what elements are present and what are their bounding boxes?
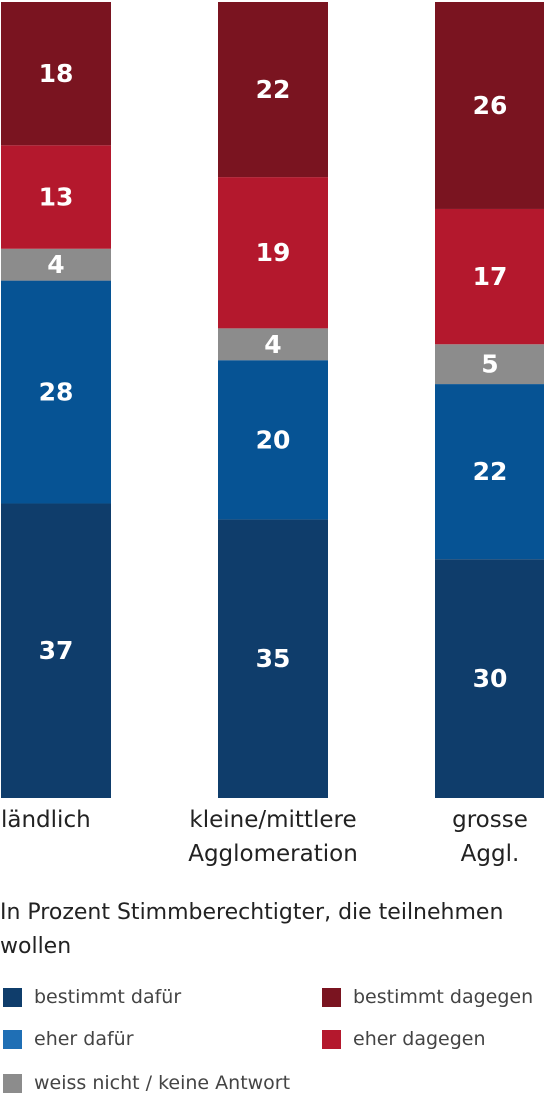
category-label: grosse xyxy=(452,807,528,833)
legend-swatch xyxy=(322,987,341,1007)
legend-item-weiss-nicht: weiss nicht / keine Antwort xyxy=(3,1068,290,1098)
category-label: ländlich xyxy=(1,807,91,833)
data-label: 18 xyxy=(39,59,74,88)
data-label: 28 xyxy=(39,378,74,407)
stacked-bar-chart: 37 28 4 13 18 ländlich 35 20 4 19 22 kleine/mittler… xyxy=(1,2,544,867)
category-label: Aggl. xyxy=(461,841,520,867)
bar-segment xyxy=(1,248,111,281)
bar-segment xyxy=(218,519,328,798)
data-label: 19 xyxy=(256,238,291,267)
legend-label: bestimmt dagegen xyxy=(353,986,534,1008)
bar-segment xyxy=(435,384,544,560)
legend-swatch xyxy=(3,1029,22,1049)
legend-item-eher-dafuer: eher dafür xyxy=(3,1024,134,1054)
data-label: 30 xyxy=(473,664,508,693)
bar-segment xyxy=(435,2,544,209)
bar-segment xyxy=(1,280,111,504)
data-label: 35 xyxy=(256,644,291,673)
bar-segment xyxy=(218,2,328,178)
bar-segment xyxy=(435,344,544,385)
legend-item-bestimmt-dafuer: bestimmt dafür xyxy=(3,982,181,1012)
bar-segment xyxy=(218,177,328,329)
bar-segment xyxy=(218,328,328,361)
bar-segment xyxy=(1,503,111,798)
legend-item-bestimmt-dagegen: bestimmt dagegen xyxy=(322,982,533,1012)
legend-item-eher-dagegen: eher dagegen xyxy=(322,1024,486,1054)
bar-segment xyxy=(1,145,111,249)
data-label: 5 xyxy=(481,350,498,379)
data-label: 26 xyxy=(473,91,508,120)
legend-label: bestimmt dafür xyxy=(34,986,182,1008)
category-label: Agglomeration xyxy=(188,841,358,867)
legend-swatch xyxy=(3,1073,22,1093)
data-label: 17 xyxy=(473,262,508,291)
legend-label: weiss nicht / keine Antwort xyxy=(34,1072,291,1094)
data-label: 4 xyxy=(264,330,281,359)
bar-segment xyxy=(435,559,544,798)
data-label: 20 xyxy=(256,425,291,454)
data-label: 13 xyxy=(39,183,74,212)
data-label: 22 xyxy=(473,457,508,486)
legend: bestimmt dafür bestimmt dagegen eher daf… xyxy=(0,980,544,1110)
data-label: 22 xyxy=(256,75,291,104)
bar-segment xyxy=(218,360,328,520)
data-label: 4 xyxy=(47,250,64,279)
category-label: kleine/mittlere xyxy=(189,807,356,833)
legend-swatch xyxy=(3,987,22,1007)
legend-label: eher dafür xyxy=(34,1028,134,1050)
legend-swatch xyxy=(322,1029,341,1049)
data-label: 37 xyxy=(39,636,74,665)
bar-segment xyxy=(435,208,544,345)
chart-note: In Prozent Stimmberechtigter, die teilne… xyxy=(0,900,504,959)
bar-segment xyxy=(1,2,111,146)
legend-label: eher dagegen xyxy=(353,1028,486,1050)
